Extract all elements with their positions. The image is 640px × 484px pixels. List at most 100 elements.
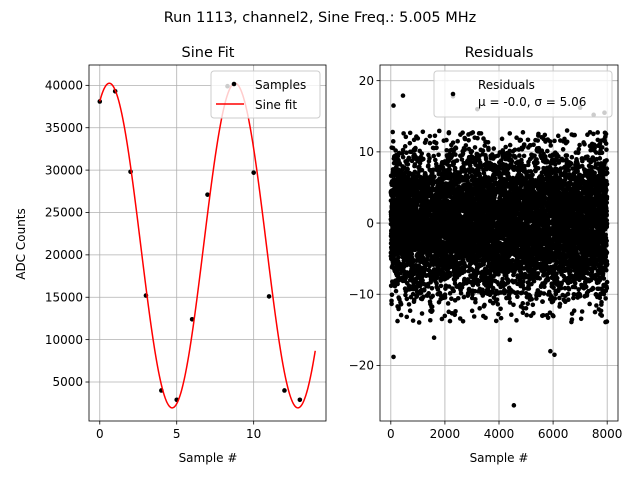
- residual-point: [506, 279, 511, 284]
- residual-point: [511, 302, 516, 307]
- residual-point: [451, 289, 456, 294]
- residual-point: [420, 278, 425, 283]
- sine-fit-sample-point: [267, 294, 272, 299]
- residual-point: [521, 279, 526, 284]
- residual-point: [405, 297, 410, 302]
- residual-point: [455, 158, 460, 163]
- residual-point: [401, 155, 406, 160]
- sine-fit-sample-point: [282, 388, 287, 393]
- residual-point: [479, 131, 484, 136]
- sine-fit-sample-point: [298, 398, 303, 403]
- sine-fit-y-tick-label: 10000: [45, 333, 83, 347]
- residual-point: [395, 319, 400, 324]
- residual-point: [434, 141, 439, 146]
- residual-point: [421, 157, 426, 162]
- residuals-title: Residuals: [465, 45, 534, 61]
- residual-point: [439, 284, 444, 289]
- residual-point: [453, 152, 458, 157]
- residual-point: [396, 307, 401, 312]
- residual-point: [428, 318, 433, 323]
- residual-point: [390, 292, 395, 297]
- residual-point: [404, 315, 409, 320]
- residual-point: [464, 143, 469, 148]
- residual-point: [507, 131, 512, 136]
- residual-point: [453, 309, 458, 314]
- residual-point: [434, 145, 439, 150]
- residual-point: [430, 304, 435, 309]
- residual-point: [403, 144, 408, 149]
- residual-point: [521, 130, 526, 135]
- residual-point: [498, 306, 503, 311]
- residuals-y-tick-label: 10: [359, 145, 374, 159]
- residual-point: [513, 155, 518, 160]
- residual-point: [454, 146, 459, 151]
- residual-point: [460, 130, 465, 135]
- residual-point: [444, 138, 449, 143]
- residual-point: [390, 130, 395, 135]
- residual-point: [421, 129, 426, 134]
- residual-point: [470, 309, 475, 314]
- residual-point: [494, 319, 499, 324]
- residual-point: [451, 140, 456, 145]
- residual-point: [432, 174, 437, 179]
- residual-point: [433, 133, 438, 138]
- residual-point: [518, 138, 523, 143]
- residual-point: [437, 129, 442, 134]
- sine-fit-y-tick-label: 20000: [45, 248, 83, 262]
- residual-point: [508, 153, 513, 158]
- sine-fit-y-tick-label: 25000: [45, 206, 83, 220]
- residual-point: [430, 294, 435, 299]
- residual-point: [508, 143, 513, 148]
- residual-point: [496, 312, 501, 317]
- residual-point: [420, 311, 425, 316]
- residual-point: [428, 141, 433, 146]
- residual-point: [470, 149, 475, 154]
- residual-point: [408, 308, 413, 313]
- residual-point: [507, 296, 512, 301]
- residual-point: [424, 138, 429, 143]
- residuals-y-tick-label: 20: [359, 74, 374, 88]
- residual-point: [491, 146, 496, 151]
- residual-point: [475, 136, 480, 141]
- residual-point: [407, 302, 412, 307]
- residual-point: [477, 306, 482, 311]
- sine-fit-title: Sine Fit: [182, 45, 235, 61]
- residual-point: [443, 295, 448, 300]
- residual-point: [503, 145, 508, 150]
- residual-point: [430, 286, 435, 291]
- residual-point: [428, 134, 433, 139]
- residual-point: [462, 269, 467, 274]
- sine-fit-legend-label: Sine fit: [255, 98, 297, 112]
- residual-point: [461, 319, 466, 324]
- residual-point: [455, 139, 460, 144]
- residual-point: [433, 158, 438, 163]
- residual-point: [396, 255, 401, 260]
- residual-point: [443, 314, 448, 319]
- residual-point: [482, 303, 487, 308]
- residual-point: [447, 130, 452, 135]
- sine-fit-xlabel: Sample #: [179, 451, 238, 465]
- sine-fit-ylabel: ADC Counts: [14, 208, 28, 280]
- residual-point: [403, 293, 408, 298]
- residual-point: [389, 302, 394, 307]
- residuals-xlabel: Sample #: [470, 451, 529, 465]
- residual-point: [496, 302, 501, 307]
- residual-point: [399, 313, 404, 318]
- residual-point: [436, 152, 441, 157]
- residual-point: [483, 315, 488, 320]
- residual-point: [453, 166, 458, 171]
- residual-point: [514, 318, 519, 323]
- residual-point: [399, 302, 404, 307]
- residual-point: [394, 289, 399, 294]
- residual-point: [495, 297, 500, 302]
- residuals-x-tick-label: 0: [387, 427, 395, 441]
- residual-point: [471, 130, 476, 135]
- residual-point: [426, 291, 431, 296]
- residual-point: [416, 136, 421, 141]
- sine-fit-x-tick-label: 0: [96, 427, 104, 441]
- sine-fit-y-tick-label: 30000: [45, 163, 83, 177]
- residual-point: [427, 156, 432, 161]
- residual-point: [493, 176, 498, 181]
